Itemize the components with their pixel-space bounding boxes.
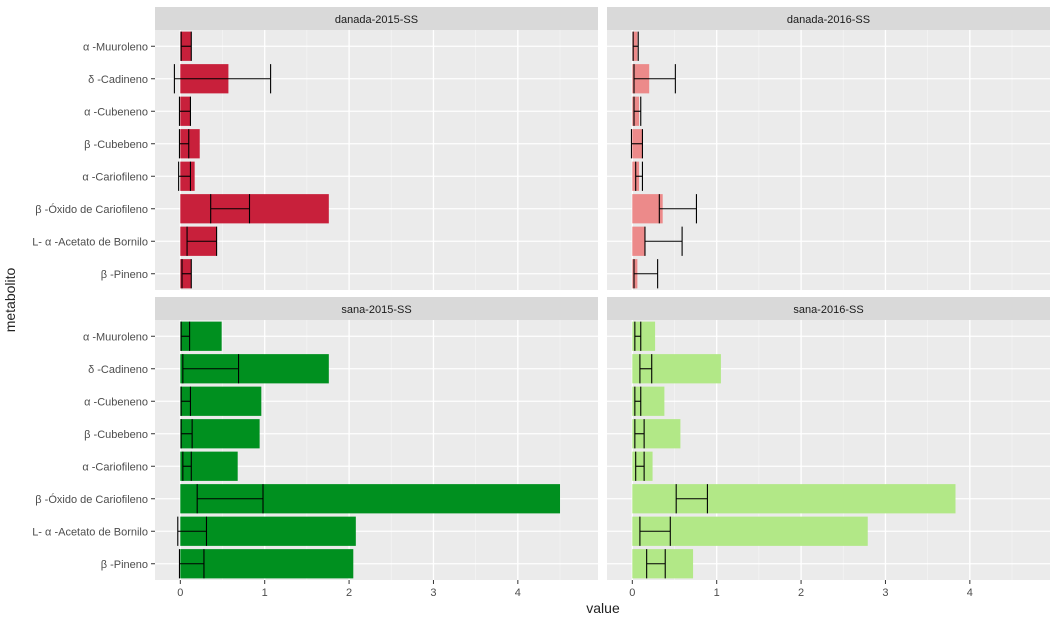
y-tick-label: β -Óxido de Cariofileno: [35, 493, 148, 506]
bar: [632, 516, 868, 546]
y-tick-label: β -Pineno: [101, 559, 148, 571]
y-tick-label: α -Muuroleno: [83, 41, 148, 53]
facet-panel-1: danada-2016-SS: [607, 7, 1050, 290]
panel-background: [607, 30, 1050, 290]
facet-title: danada-2015-SS: [335, 14, 418, 26]
y-axis-title: metabolito: [2, 267, 18, 332]
panel-background: [155, 30, 598, 290]
y-tick-label: α -Cariofileno: [82, 171, 148, 183]
x-tick-label: 0: [177, 587, 183, 599]
x-tick-label: 2: [346, 587, 352, 599]
facet-panel-2: sana-2015-SS α -Muuroleno δ -Cadineno α -Cu…: [32, 297, 598, 599]
y-tick-label: α -Cubeneno: [84, 396, 148, 408]
y-tick-label: β -Óxido de Cariofileno: [35, 203, 148, 216]
y-tick-label: δ -Cadineno: [88, 364, 148, 376]
x-tick-label: 2: [798, 587, 804, 599]
bar: [632, 226, 645, 256]
y-tick-label: β -Cubebeno: [84, 139, 148, 151]
facet-title: sana-2015-SS: [341, 304, 411, 316]
facet-title: danada-2016-SS: [787, 14, 870, 26]
bar: [180, 516, 356, 546]
x-tick-label: 4: [515, 587, 521, 599]
x-tick-label: 1: [262, 587, 268, 599]
y-tick-label: L- α -Acetato de Bornilo: [32, 526, 148, 538]
y-tick-label: α -Cubeneno: [84, 106, 148, 118]
x-tick-label: 1: [714, 587, 720, 599]
bar: [180, 386, 262, 416]
bar: [632, 194, 663, 224]
facet-title: sana-2016-SS: [793, 304, 863, 316]
bar: [180, 419, 260, 449]
bar: [632, 321, 656, 351]
facet-panel-3: sana-2016-SS 0 1 2 3 4: [607, 297, 1050, 599]
y-tick-label: L- α -Acetato de Bornilo: [32, 236, 148, 248]
y-tick-label: β -Pineno: [101, 269, 148, 281]
y-tick-label: α -Cariofileno: [82, 461, 148, 473]
x-tick-label: 0: [629, 587, 635, 599]
facet-strip: [155, 7, 598, 30]
x-axis-title: value: [586, 600, 620, 616]
facet-strip: [607, 7, 1050, 30]
y-tick-label: δ -Cadineno: [88, 74, 148, 86]
facet-panel-0: danada-2015-SS α -Muuroleno δ -Cadineno α -…: [32, 7, 598, 290]
facet-strip: [607, 297, 1050, 320]
facet-strip: [155, 297, 598, 320]
y-tick-label: α -Muuroleno: [83, 331, 148, 343]
x-tick-label: 4: [967, 587, 973, 599]
x-tick-label: 3: [882, 587, 888, 599]
bar: [180, 194, 329, 224]
x-tick-label: 3: [430, 587, 436, 599]
y-tick-label: β -Cubebeno: [84, 429, 148, 441]
bar: [180, 549, 354, 579]
bar: [180, 129, 200, 159]
